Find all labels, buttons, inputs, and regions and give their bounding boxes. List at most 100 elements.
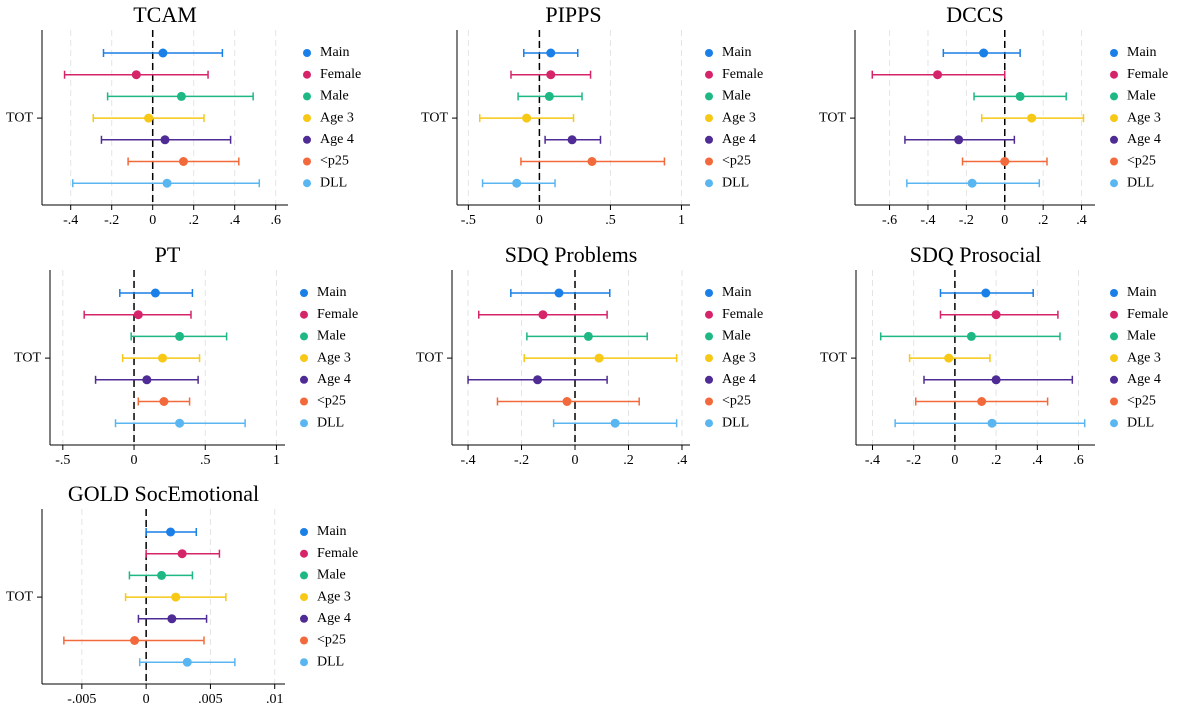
legend-label: Age 4 (722, 132, 756, 147)
legend-marker (705, 375, 713, 384)
legend-marker (1110, 354, 1118, 363)
legend-label: Age 4 (1127, 132, 1161, 147)
legend-label: Male (317, 568, 346, 583)
point-estimate (977, 397, 987, 406)
point-estimate (144, 113, 154, 123)
x-tick-label: -.4 (460, 453, 475, 468)
legend-label: Main (722, 45, 752, 60)
legend-label: Age 3 (317, 350, 351, 365)
point-estimate (131, 70, 141, 80)
x-tick-label: 1 (273, 453, 280, 468)
panel-title: GOLD SocEmotional (68, 481, 259, 506)
point-estimate (546, 70, 556, 80)
legend-label: DLL (1127, 415, 1154, 430)
x-tick-label: .4 (1032, 453, 1043, 468)
x-tick-label: .6 (270, 213, 281, 228)
legend-marker (303, 157, 311, 166)
x-tick-label: -.2 (906, 453, 921, 468)
x-tick-label: 0 (572, 453, 579, 468)
point-estimate (157, 570, 167, 580)
legend-marker (705, 419, 713, 428)
legend-label: <p25 (1127, 394, 1156, 409)
x-tick-label: .005 (198, 692, 223, 707)
x-tick-label: -.2 (959, 213, 974, 228)
legend-label: Female (1127, 307, 1168, 322)
legend-label: <p25 (320, 154, 349, 169)
y-tick-label: TOT (14, 350, 41, 365)
x-tick-label: -.2 (104, 213, 119, 228)
x-tick-label: 0 (143, 692, 150, 707)
x-tick-label: 1 (678, 213, 685, 228)
legend-marker (300, 658, 308, 667)
legend-label: Male (1127, 329, 1156, 344)
legend-label: DLL (1127, 175, 1154, 190)
y-tick-label: TOT (820, 350, 847, 365)
legend-marker (300, 593, 308, 602)
legend-marker (705, 114, 713, 123)
point-estimate (1015, 91, 1025, 101)
point-estimate (533, 375, 543, 385)
x-tick-label: -.4 (865, 453, 880, 468)
legend-label: Age 4 (317, 372, 351, 387)
y-tick-label: TOT (416, 350, 443, 365)
point-estimate (167, 614, 177, 624)
x-tick-label: .2 (1038, 213, 1049, 228)
legend-marker (303, 135, 311, 144)
legend-marker (705, 332, 713, 341)
legend-label: Main (722, 285, 752, 300)
legend-label: Age 4 (722, 372, 756, 387)
x-tick-label: -.2 (514, 453, 529, 468)
point-estimate (546, 48, 556, 58)
legend-label: DLL (317, 415, 344, 430)
legend-label: Age 3 (1127, 110, 1161, 125)
legend-marker (300, 571, 308, 580)
x-tick-label: .4 (1076, 213, 1087, 228)
legend-label: DLL (722, 415, 749, 430)
legend-marker (1110, 310, 1118, 319)
x-tick-label: 0 (536, 213, 543, 228)
point-estimate (594, 353, 604, 363)
point-estimate (966, 331, 976, 341)
panel-title: SDQ Problems (505, 242, 638, 267)
point-estimate (554, 288, 564, 298)
legend-marker (303, 92, 311, 101)
legend-label: Age 4 (1127, 372, 1161, 387)
x-tick-label: .2 (623, 453, 634, 468)
legend-marker (300, 419, 308, 428)
point-estimate (158, 48, 168, 58)
panel-title: SDQ Prosocial (910, 242, 1041, 267)
panel-title: DCCS (946, 2, 1003, 27)
panel-title: PIPPS (545, 2, 601, 27)
legend-label: Age 4 (320, 132, 354, 147)
legend-label: Male (722, 89, 751, 104)
x-tick-label: .6 (1073, 453, 1084, 468)
legend-marker (1110, 135, 1118, 144)
legend-label: DLL (317, 654, 344, 669)
point-estimate (130, 636, 140, 645)
legend-label: <p25 (722, 154, 751, 169)
legend-label: Main (320, 45, 350, 60)
x-tick-label: -.6 (882, 213, 897, 228)
legend-marker (1110, 419, 1118, 428)
legend-marker (300, 354, 308, 363)
point-estimate (175, 418, 185, 428)
point-estimate (177, 549, 187, 559)
x-tick-label: -.5 (461, 213, 476, 228)
point-estimate (544, 91, 554, 101)
point-estimate (981, 288, 991, 298)
x-tick-label: .5 (200, 453, 211, 468)
legend-label: Main (317, 524, 347, 539)
legend-marker (300, 397, 308, 406)
point-estimate (162, 178, 172, 188)
legend-marker (705, 92, 713, 101)
panel-title: PT (155, 242, 181, 267)
point-estimate (587, 157, 597, 166)
legend-label: DLL (320, 175, 347, 190)
legend-marker (1110, 179, 1118, 188)
x-tick-label: .2 (188, 213, 199, 228)
point-estimate (567, 135, 577, 145)
y-tick-label: TOT (819, 110, 846, 125)
legend-label: Female (320, 67, 361, 82)
legend-marker (705, 354, 713, 363)
point-estimate (160, 135, 170, 145)
